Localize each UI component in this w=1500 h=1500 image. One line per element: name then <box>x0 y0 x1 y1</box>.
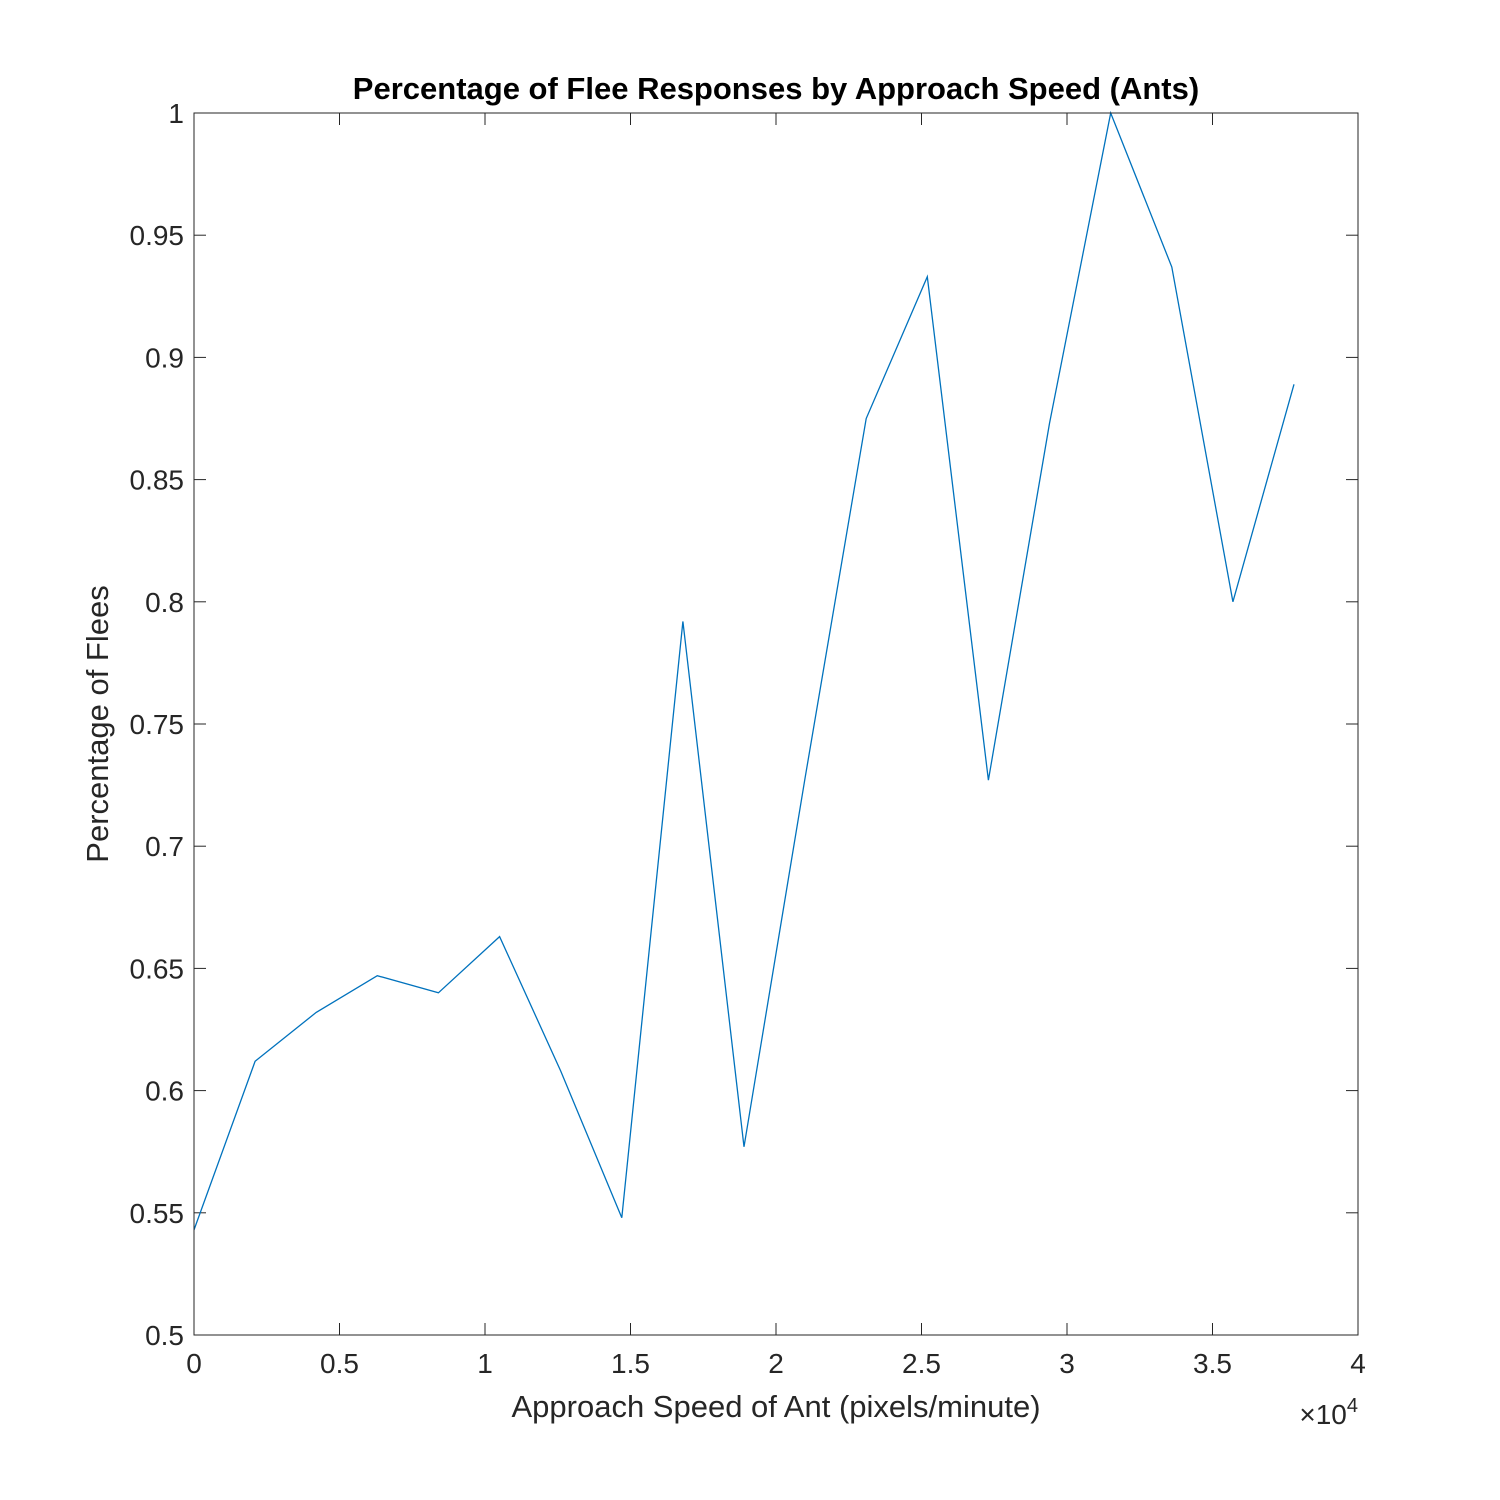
y-tick-label: 0.85 <box>130 465 185 496</box>
y-tick-label: 0.95 <box>130 220 185 251</box>
y-tick-label: 0.6 <box>145 1076 184 1107</box>
y-tick-labels: 0.5 0.55 0.6 0.65 0.7 0.75 0.8 0.85 0.9 0.95 1 <box>130 98 185 1351</box>
x-tick-label: 0.5 <box>320 1348 359 1379</box>
y-tick-label: 1 <box>168 98 184 129</box>
x-tick-label: 0 <box>186 1348 202 1379</box>
x-tick-labels: 0 0.5 1 1.5 2 2.5 3 3.5 4 <box>186 1348 1366 1379</box>
y-tick-label: 0.75 <box>130 709 185 740</box>
x-tick-label: 4 <box>1350 1348 1366 1379</box>
x-tick-label: 2 <box>768 1348 784 1379</box>
axes-box <box>193 112 1359 1336</box>
y-axis-title: Percentage of Flees <box>80 585 115 862</box>
x-tick-label: 1.5 <box>611 1348 650 1379</box>
y-tick-label: 0.65 <box>130 953 185 984</box>
y-tick-label: 0.8 <box>145 587 184 618</box>
chart-title: Percentage of Flee Responses by Approach… <box>353 71 1199 106</box>
x-tick-label: 1 <box>477 1348 493 1379</box>
plot-area <box>194 113 1358 1335</box>
y-tick-label: 0.7 <box>145 831 184 862</box>
y-tick-label: 0.9 <box>145 342 184 373</box>
x-tick-label: 3.5 <box>1193 1348 1232 1379</box>
y-tick-label: 0.55 <box>130 1198 185 1229</box>
x-tick-label: 2.5 <box>902 1348 941 1379</box>
x-axis-title: Approach Speed of Ant (pixels/minute) <box>511 1389 1040 1424</box>
x-exponent-label: ×104 <box>1299 1395 1358 1430</box>
y-tick-label: 0.5 <box>145 1320 184 1351</box>
x-tick-label: 3 <box>1059 1348 1075 1379</box>
